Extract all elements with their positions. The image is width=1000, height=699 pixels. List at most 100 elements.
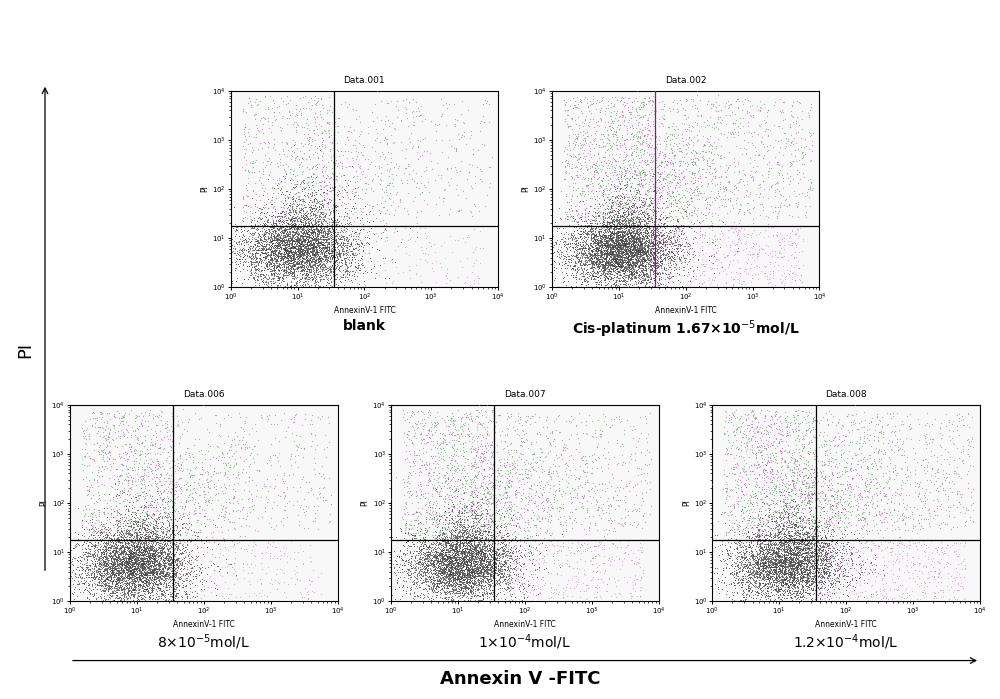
Point [577, 450, 593, 461]
Point [622, 216, 638, 227]
Point [341, 266, 357, 278]
Point [330, 248, 346, 259]
Point [287, 229, 303, 240]
Point [714, 545, 730, 556]
Point [768, 516, 784, 527]
Point [447, 555, 463, 566]
Point [130, 579, 146, 590]
Point [99, 524, 115, 535]
Point [130, 542, 146, 554]
Point [167, 577, 183, 588]
Point [762, 530, 778, 541]
Point [782, 546, 798, 557]
Point [927, 565, 943, 576]
Point [79, 535, 95, 547]
Point [608, 221, 624, 232]
Point [791, 538, 807, 549]
Point [767, 577, 783, 588]
Point [776, 534, 792, 545]
Point [325, 251, 341, 262]
Point [628, 245, 644, 257]
Point [220, 592, 236, 603]
Point [294, 256, 310, 267]
Point [628, 252, 644, 263]
Point [216, 412, 232, 424]
Point [857, 512, 873, 524]
Point [747, 490, 763, 501]
Point [808, 569, 824, 580]
Point [65, 560, 81, 571]
Point [635, 207, 651, 218]
Point [813, 560, 829, 571]
Point [489, 568, 505, 579]
Point [523, 546, 539, 557]
Point [704, 275, 720, 286]
Point [209, 440, 225, 452]
Point [873, 458, 889, 469]
Point [103, 564, 119, 575]
Point [647, 271, 663, 282]
Point [433, 540, 449, 551]
Point [149, 494, 165, 505]
Point [98, 433, 114, 445]
Point [438, 556, 454, 567]
Point [805, 556, 821, 567]
Point [824, 549, 840, 560]
Point [749, 563, 765, 574]
Point [756, 440, 772, 452]
Point [71, 579, 87, 590]
Point [601, 235, 617, 246]
Point [113, 537, 129, 548]
Point [349, 271, 365, 282]
Point [128, 571, 144, 582]
Point [314, 259, 330, 271]
Point [435, 535, 451, 547]
Point [117, 560, 133, 571]
Point [891, 562, 907, 573]
Point [548, 236, 564, 247]
Point [247, 243, 263, 254]
Point [629, 252, 645, 263]
Point [125, 465, 141, 476]
Point [255, 252, 271, 263]
Point [786, 535, 802, 547]
Point [737, 594, 753, 605]
Point [801, 503, 817, 514]
Point [802, 570, 818, 582]
Point [769, 424, 785, 435]
Point [576, 524, 592, 535]
Point [128, 410, 144, 421]
Point [257, 225, 273, 236]
Point [787, 554, 803, 565]
Point [437, 588, 453, 599]
Point [396, 507, 412, 519]
Point [231, 435, 247, 446]
Point [671, 188, 687, 199]
Point [655, 149, 671, 160]
Point [618, 250, 634, 261]
Point [771, 555, 787, 566]
Point [593, 239, 609, 250]
Point [589, 233, 605, 245]
Point [417, 488, 433, 499]
Point [313, 238, 329, 249]
Point [128, 552, 144, 563]
Point [960, 440, 976, 451]
Point [471, 454, 487, 465]
Point [249, 122, 265, 134]
Point [613, 239, 629, 250]
Point [811, 550, 827, 561]
Point [681, 165, 697, 176]
Point [303, 246, 319, 257]
Point [620, 535, 636, 546]
Point [729, 412, 745, 423]
Point [472, 173, 488, 185]
Point [434, 545, 450, 556]
Point [770, 159, 786, 170]
Point [748, 559, 764, 570]
Point [829, 521, 845, 532]
Point [427, 484, 443, 496]
Point [787, 591, 803, 603]
Point [597, 146, 613, 157]
Point [632, 220, 648, 231]
